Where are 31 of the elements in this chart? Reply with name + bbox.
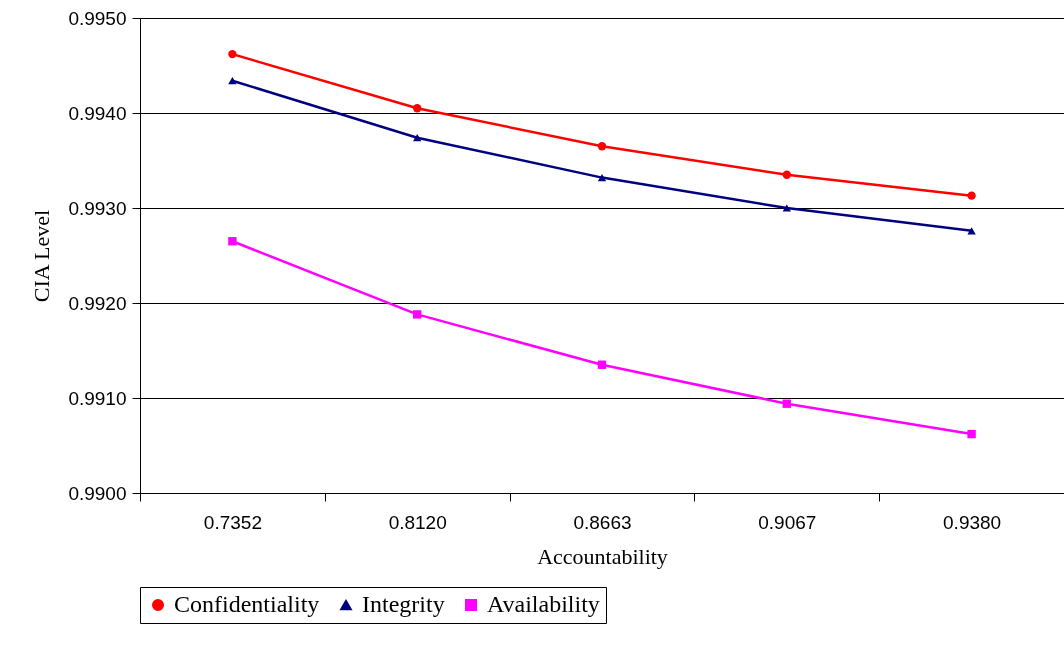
point bbox=[228, 77, 237, 85]
x-tick-label: 0.7352 bbox=[203, 511, 262, 533]
point bbox=[782, 399, 791, 408]
point bbox=[413, 134, 422, 142]
point bbox=[967, 429, 976, 439]
point bbox=[597, 142, 607, 151]
point bbox=[782, 170, 791, 179]
point bbox=[967, 227, 976, 235]
y-tick-label: 0.9940 bbox=[68, 102, 127, 124]
x-axis-title: Accountability bbox=[537, 543, 668, 569]
y-tick-label: 0.9930 bbox=[68, 197, 127, 219]
x-tick-label: 0.8120 bbox=[388, 511, 447, 533]
y-tick-label: 0.9920 bbox=[68, 292, 127, 314]
y-tick-label: 0.9900 bbox=[68, 482, 127, 504]
y-axis-title: CIA Level bbox=[29, 209, 55, 303]
y-tick-label: 0.9910 bbox=[68, 387, 127, 409]
legend-label: Confidentiality bbox=[174, 591, 320, 617]
point bbox=[782, 204, 791, 212]
point bbox=[413, 310, 422, 319]
x-tick-label: 0.9067 bbox=[758, 511, 817, 533]
point bbox=[228, 49, 237, 59]
legend-label: Availability bbox=[487, 591, 600, 617]
point bbox=[228, 237, 237, 246]
point bbox=[597, 173, 607, 182]
x-tick-label: 0.8663 bbox=[573, 511, 632, 533]
point bbox=[597, 360, 607, 369]
x-tick-label: 0.9380 bbox=[943, 511, 1002, 533]
point bbox=[967, 191, 976, 200]
y-tick-label: 0.9950 bbox=[68, 7, 127, 29]
point bbox=[413, 104, 422, 113]
legend-label: Integrity bbox=[362, 591, 445, 617]
